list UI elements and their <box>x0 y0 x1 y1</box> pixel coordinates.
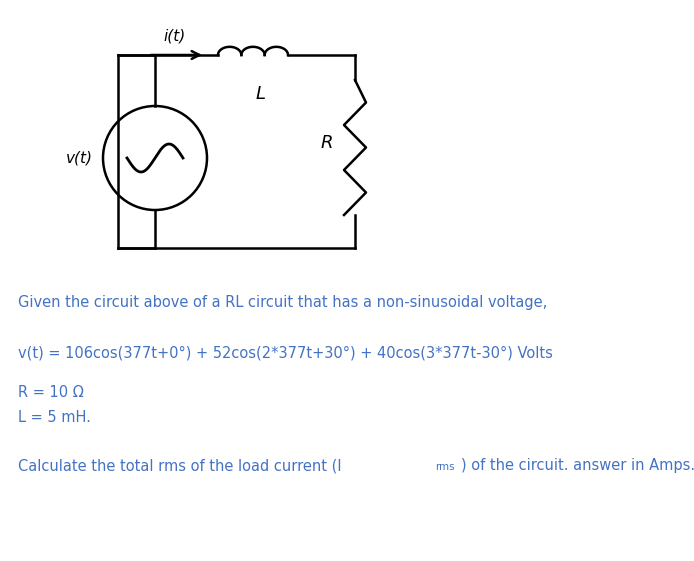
Text: L: L <box>256 85 266 103</box>
Text: i(t): i(t) <box>164 28 186 43</box>
Text: Calculate the total rms of the load current (I: Calculate the total rms of the load curr… <box>18 458 341 473</box>
Text: R = 10 Ω: R = 10 Ω <box>18 385 84 400</box>
Text: ) of the circuit. answer in Amps.: ) of the circuit. answer in Amps. <box>461 458 694 473</box>
Text: L = 5 mH.: L = 5 mH. <box>18 410 91 425</box>
Text: v(t) = 106cos(377t+0°) + 52cos(2*377t+30°) + 40cos(3*377t-30°) Volts: v(t) = 106cos(377t+0°) + 52cos(2*377t+30… <box>18 345 553 360</box>
Text: R: R <box>321 134 333 151</box>
Text: v(t): v(t) <box>66 150 93 165</box>
Text: Given the circuit above of a RL circuit that has a non-sinusoidal voltage,: Given the circuit above of a RL circuit … <box>18 295 548 310</box>
Text: rms: rms <box>436 462 455 472</box>
